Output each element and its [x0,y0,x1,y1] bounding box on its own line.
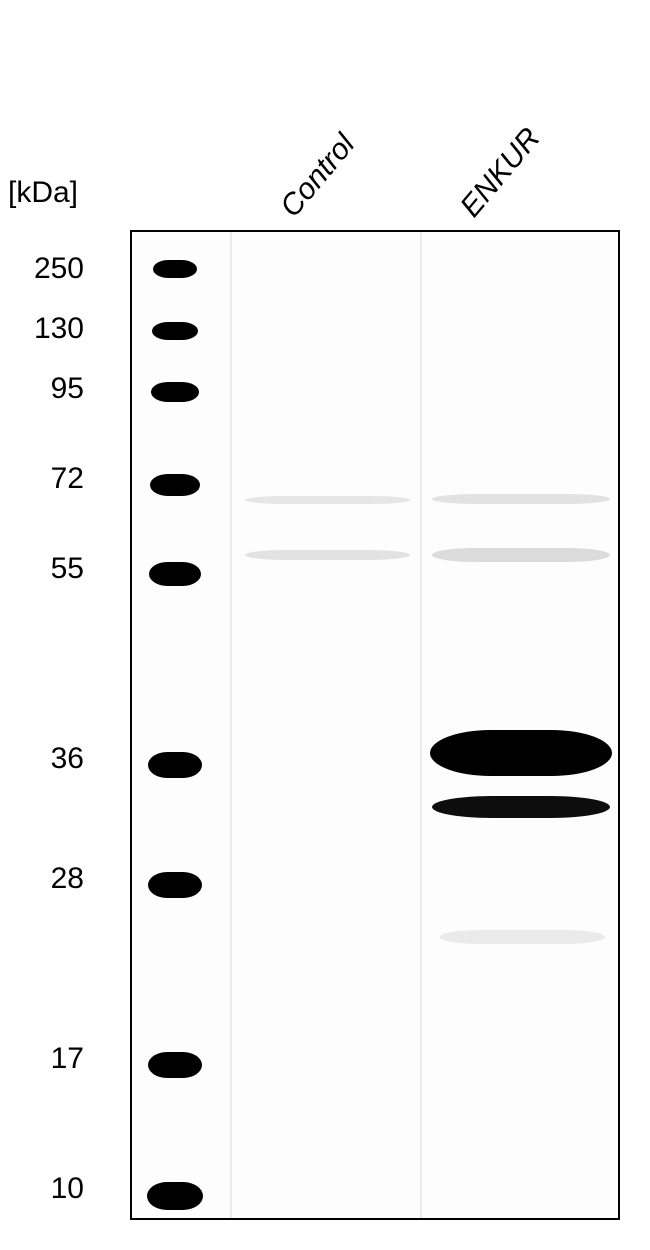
lane-label-enkur: ENKUR [454,122,548,224]
ladder-band [147,1182,203,1210]
lane-divider [420,232,422,1218]
marker-label: 72 [14,462,84,496]
ladder-band [149,562,201,586]
control-band [245,550,410,560]
lane-divider [230,232,232,1218]
ladder-band [153,260,197,278]
ladder-band [148,1052,202,1078]
ladder-band [152,322,198,340]
ladder-band [148,752,202,778]
axis-title: [kDa] [8,176,78,210]
marker-label: 130 [14,312,84,346]
western-blot-figure: [kDa] Control ENKUR 250 130 95 72 55 36 … [0,0,650,1250]
enkur-band-secondary [432,796,610,818]
marker-label: 36 [14,742,84,776]
marker-label: 95 [14,372,84,406]
blot-membrane-frame [130,230,620,1220]
ladder-band [148,872,202,898]
ladder-band [150,474,200,496]
enkur-band-faint [432,548,610,562]
marker-label: 28 [14,862,84,896]
enkur-band-faint [440,930,605,944]
enkur-band-faint [432,494,610,504]
ladder-band [151,382,199,402]
marker-label: 10 [14,1172,84,1206]
enkur-band-main [430,730,612,776]
control-band [245,496,410,504]
lane-label-control: Control [274,128,362,224]
marker-label: 55 [14,552,84,586]
marker-label: 250 [14,252,84,286]
marker-label: 17 [14,1042,84,1076]
